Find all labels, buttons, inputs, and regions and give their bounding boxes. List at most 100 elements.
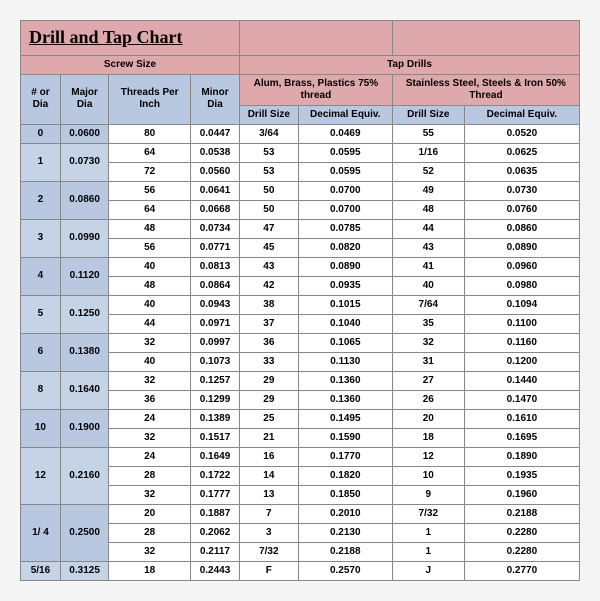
cell-dec-1: 0.0595 [298,162,392,181]
blank [392,21,579,56]
cell-dec-1: 0.1040 [298,314,392,333]
cell-minor-dia: 0.0560 [191,162,240,181]
table-row: 00.0600800.04473/640.0469550.0520 [21,124,580,143]
cell-dec-2: 0.1610 [464,409,579,428]
table-row: 30.0990480.0734470.0785440.0860 [21,219,580,238]
cell-dec-1: 0.1820 [298,466,392,485]
cell-drill-2: 27 [392,371,464,390]
cell-dec-1: 0.0785 [298,219,392,238]
header-tap-drills: Tap Drills [239,55,579,74]
cell-dec-2: 0.2188 [464,504,579,523]
cell-drill-1: 53 [239,143,298,162]
table-row: 10.0730640.0538530.05951/160.0625 [21,143,580,162]
cell-num-dia: 5 [21,295,61,333]
cell-num-dia: 1/ 4 [21,504,61,561]
cell-tpi: 28 [109,523,191,542]
cell-minor-dia: 0.0641 [191,181,240,200]
header-material-2: Stainless Steel, Steels & Iron 50% Threa… [392,74,579,105]
cell-drill-2: J [392,561,464,580]
cell-minor-dia: 0.1517 [191,428,240,447]
cell-minor-dia: 0.1777 [191,485,240,504]
cell-tpi: 64 [109,143,191,162]
header-drill-size-1: Drill Size [239,105,298,124]
table-row: 5/160.3125180.2443F0.2570J0.2770 [21,561,580,580]
cell-dec-2: 0.1160 [464,333,579,352]
cell-dec-2: 0.0730 [464,181,579,200]
cell-dec-2: 0.1440 [464,371,579,390]
cell-tpi: 56 [109,238,191,257]
cell-dec-2: 0.0890 [464,238,579,257]
cell-num-dia: 10 [21,409,61,447]
cell-drill-2: 48 [392,200,464,219]
cell-dec-1: 0.2570 [298,561,392,580]
cell-minor-dia: 0.1073 [191,352,240,371]
cell-drill-2: 40 [392,276,464,295]
cell-num-dia: 1 [21,143,61,181]
cell-tpi: 28 [109,466,191,485]
cell-dec-2: 0.1100 [464,314,579,333]
cell-minor-dia: 0.0538 [191,143,240,162]
cell-drill-2: 43 [392,238,464,257]
cell-major-dia: 0.0990 [60,219,108,257]
cell-drill-1: 29 [239,371,298,390]
cell-dec-1: 0.1360 [298,371,392,390]
cell-major-dia: 0.1380 [60,333,108,371]
cell-tpi: 36 [109,390,191,409]
cell-num-dia: 6 [21,333,61,371]
cell-dec-1: 0.0469 [298,124,392,143]
cell-tpi: 40 [109,295,191,314]
cell-dec-2: 0.1935 [464,466,579,485]
cell-dec-2: 0.0960 [464,257,579,276]
cell-drill-2: 31 [392,352,464,371]
cell-drill-2: 1 [392,523,464,542]
cell-dec-2: 0.0860 [464,219,579,238]
cell-minor-dia: 0.0771 [191,238,240,257]
cell-tpi: 44 [109,314,191,333]
drill-tap-chart: Drill and Tap Chart Screw Size Tap Drill… [20,20,580,581]
cell-dec-1: 0.2010 [298,504,392,523]
cell-dec-1: 0.0820 [298,238,392,257]
cell-minor-dia: 0.1299 [191,390,240,409]
cell-drill-2: 35 [392,314,464,333]
cell-dec-1: 0.0935 [298,276,392,295]
cell-dec-2: 0.2770 [464,561,579,580]
cell-minor-dia: 0.1887 [191,504,240,523]
cell-dec-1: 0.0890 [298,257,392,276]
cell-drill-2: 7/64 [392,295,464,314]
cell-major-dia: 0.2160 [60,447,108,504]
cell-tpi: 24 [109,409,191,428]
cell-drill-2: 10 [392,466,464,485]
cell-num-dia: 0 [21,124,61,143]
cell-dec-1: 0.1065 [298,333,392,352]
cell-tpi: 56 [109,181,191,200]
cell-dec-1: 0.1130 [298,352,392,371]
cell-dec-2: 0.1470 [464,390,579,409]
header-dec-equiv-1: Decimal Equiv. [298,105,392,124]
cell-drill-1: 42 [239,276,298,295]
cell-dec-2: 0.2280 [464,542,579,561]
cell-num-dia: 12 [21,447,61,504]
cell-drill-1: 50 [239,181,298,200]
table-row: 100.1900240.1389250.1495200.1610 [21,409,580,428]
cell-tpi: 20 [109,504,191,523]
blank [239,21,392,56]
cell-major-dia: 0.0730 [60,143,108,181]
cell-dec-2: 0.0625 [464,143,579,162]
cell-drill-1: 14 [239,466,298,485]
cell-major-dia: 0.1900 [60,409,108,447]
cell-dec-2: 0.2280 [464,523,579,542]
cell-tpi: 24 [109,447,191,466]
cell-dec-1: 0.1590 [298,428,392,447]
cell-dec-2: 0.0635 [464,162,579,181]
header-major-dia: Major Dia [60,74,108,124]
cell-dec-2: 0.0520 [464,124,579,143]
cell-drill-1: 50 [239,200,298,219]
cell-drill-2: 1 [392,542,464,561]
header-num-dia: # or Dia [21,74,61,124]
cell-drill-2: 9 [392,485,464,504]
cell-major-dia: 0.1640 [60,371,108,409]
cell-major-dia: 0.0860 [60,181,108,219]
cell-num-dia: 4 [21,257,61,295]
cell-drill-1: 13 [239,485,298,504]
cell-drill-2: 41 [392,257,464,276]
